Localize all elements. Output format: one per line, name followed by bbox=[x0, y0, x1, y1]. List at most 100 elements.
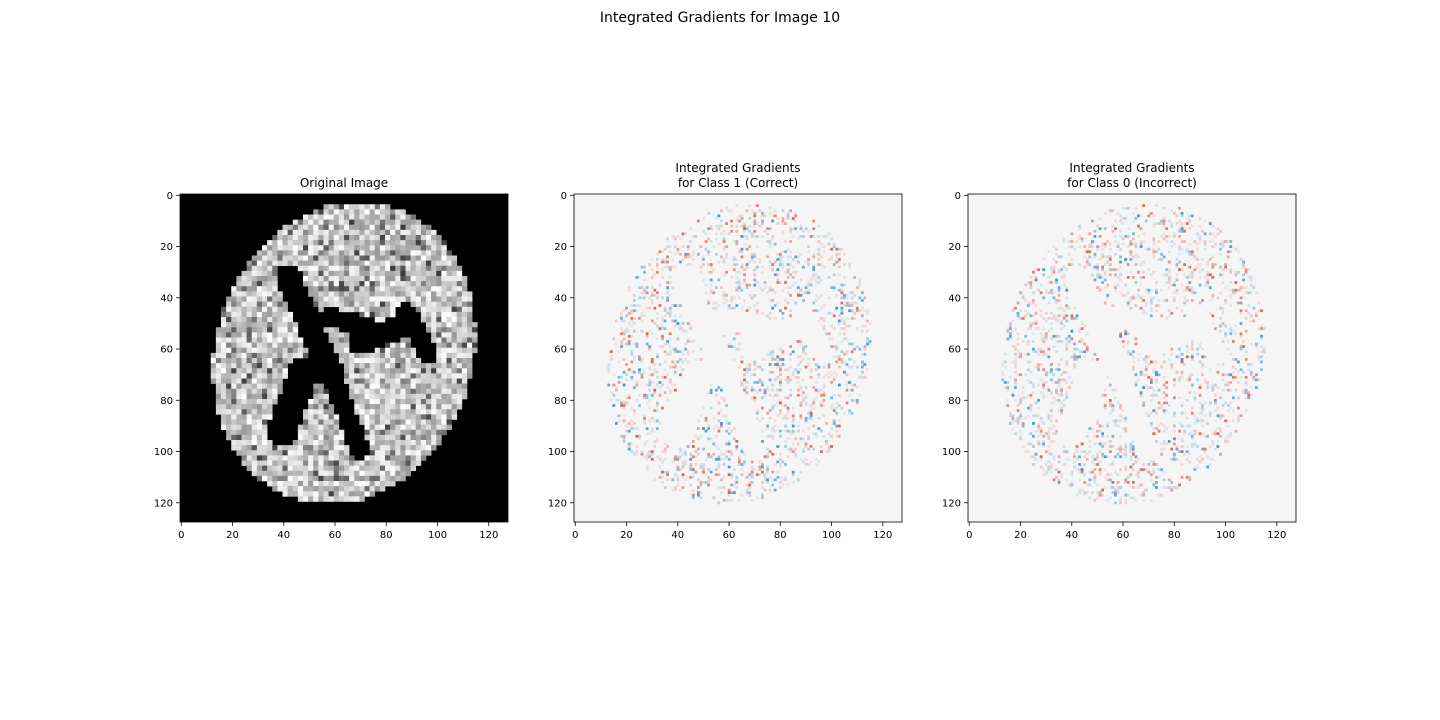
attribution-pixel bbox=[635, 345, 639, 348]
attribution-pixel bbox=[1032, 299, 1035, 302]
attribution-pixel bbox=[666, 478, 670, 482]
image-pixel bbox=[241, 404, 247, 410]
attribution-pixel bbox=[1198, 235, 1202, 238]
attribution-pixel bbox=[1019, 317, 1023, 320]
image-pixel bbox=[277, 352, 283, 359]
attribution-pixel bbox=[786, 381, 790, 384]
attribution-pixel bbox=[845, 401, 849, 405]
attribution-pixel bbox=[1162, 352, 1166, 356]
attribution-pixel bbox=[802, 460, 805, 464]
image-pixel bbox=[395, 358, 401, 364]
attribution-pixel bbox=[738, 270, 741, 274]
attribution-pixel bbox=[814, 432, 818, 436]
image-pixel bbox=[251, 281, 258, 287]
attribution-pixel bbox=[1226, 383, 1230, 387]
image-pixel bbox=[385, 352, 391, 359]
attribution-pixel bbox=[707, 252, 711, 256]
attribution-pixel bbox=[1247, 396, 1251, 400]
image-pixel bbox=[374, 470, 381, 477]
attribution-pixel bbox=[735, 229, 739, 233]
image-pixel bbox=[405, 373, 411, 379]
image-pixel bbox=[282, 491, 288, 497]
attribution-pixel bbox=[1226, 373, 1230, 377]
attribution-pixel bbox=[663, 442, 667, 446]
image-pixel bbox=[354, 229, 360, 236]
attribution-pixel bbox=[622, 370, 626, 374]
image-pixel bbox=[395, 465, 401, 472]
image-pixel bbox=[374, 358, 381, 364]
attribution-pixel bbox=[1116, 283, 1120, 287]
attribution-pixel bbox=[676, 483, 680, 487]
attribution-pixel bbox=[627, 368, 631, 372]
image-pixel bbox=[420, 424, 427, 431]
attribution-pixel bbox=[663, 258, 667, 261]
image-pixel bbox=[369, 419, 376, 425]
attribution-pixel bbox=[1070, 245, 1074, 249]
attribution-pixel bbox=[1239, 334, 1243, 338]
image-pixel bbox=[231, 445, 237, 451]
attribution-pixel bbox=[1060, 391, 1064, 395]
attribution-pixel bbox=[1016, 350, 1020, 354]
attribution-pixel bbox=[635, 304, 639, 307]
attribution-pixel bbox=[635, 309, 639, 313]
image-pixel bbox=[333, 445, 340, 451]
image-pixel bbox=[328, 260, 335, 267]
image-pixel bbox=[379, 404, 386, 410]
image-pixel bbox=[451, 409, 458, 415]
attribution-pixel bbox=[1255, 378, 1258, 382]
attribution-pixel bbox=[661, 450, 664, 454]
image-pixel bbox=[364, 352, 370, 359]
attribution-pixel bbox=[684, 460, 687, 464]
attribution-pixel bbox=[607, 365, 611, 369]
image-pixel bbox=[262, 404, 268, 410]
attribution-pixel bbox=[1134, 255, 1138, 259]
image-pixel bbox=[374, 281, 381, 287]
attribution-pixel bbox=[1185, 416, 1189, 420]
image-pixel bbox=[374, 450, 381, 456]
attribution-pixel bbox=[804, 352, 808, 356]
attribution-pixel bbox=[1003, 365, 1007, 369]
image-pixel bbox=[221, 424, 227, 431]
attribution-pixel bbox=[1160, 219, 1163, 223]
image-pixel bbox=[292, 260, 299, 267]
attribution-pixel bbox=[671, 383, 675, 387]
attribution-pixel bbox=[1034, 268, 1038, 272]
attribution-pixel bbox=[725, 442, 728, 446]
image-pixel bbox=[395, 255, 401, 261]
attribution-pixel bbox=[620, 345, 623, 348]
image-pixel bbox=[374, 352, 381, 359]
image-pixel bbox=[251, 291, 258, 297]
image-pixel bbox=[390, 245, 396, 251]
attribution-pixel bbox=[1042, 340, 1046, 343]
image-pixel bbox=[277, 368, 283, 374]
attribution-pixel bbox=[653, 322, 657, 325]
attribution-pixel bbox=[1249, 278, 1253, 282]
attribution-pixel bbox=[714, 468, 718, 471]
attribution-pixel bbox=[845, 352, 849, 356]
attribution-pixel bbox=[1124, 293, 1128, 297]
attribution-pixel bbox=[1055, 319, 1058, 323]
image-pixel bbox=[431, 322, 437, 328]
image-pixel bbox=[441, 317, 447, 323]
attribution-pixel bbox=[1149, 424, 1153, 428]
attribution-pixel bbox=[1065, 296, 1069, 300]
attribution-pixel bbox=[735, 219, 739, 223]
attribution-pixel bbox=[1093, 240, 1097, 243]
image-pixel bbox=[451, 342, 458, 349]
attribution-pixel bbox=[858, 393, 862, 397]
attribution-pixel bbox=[845, 293, 849, 297]
image-pixel bbox=[379, 419, 386, 425]
attribution-pixel bbox=[648, 329, 652, 333]
attribution-pixel bbox=[656, 311, 659, 315]
image-pixel bbox=[246, 332, 253, 338]
image-pixel bbox=[262, 424, 268, 431]
image-pixel bbox=[231, 286, 237, 292]
attribution-pixel bbox=[1055, 260, 1058, 264]
image-pixel bbox=[328, 240, 335, 246]
attribution-pixel bbox=[1065, 347, 1069, 351]
attribution-pixel bbox=[768, 352, 772, 356]
attribution-pixel bbox=[1050, 337, 1053, 341]
attribution-pixel bbox=[837, 314, 841, 318]
attribution-pixel bbox=[789, 365, 793, 369]
attribution-pixel bbox=[1167, 281, 1171, 284]
